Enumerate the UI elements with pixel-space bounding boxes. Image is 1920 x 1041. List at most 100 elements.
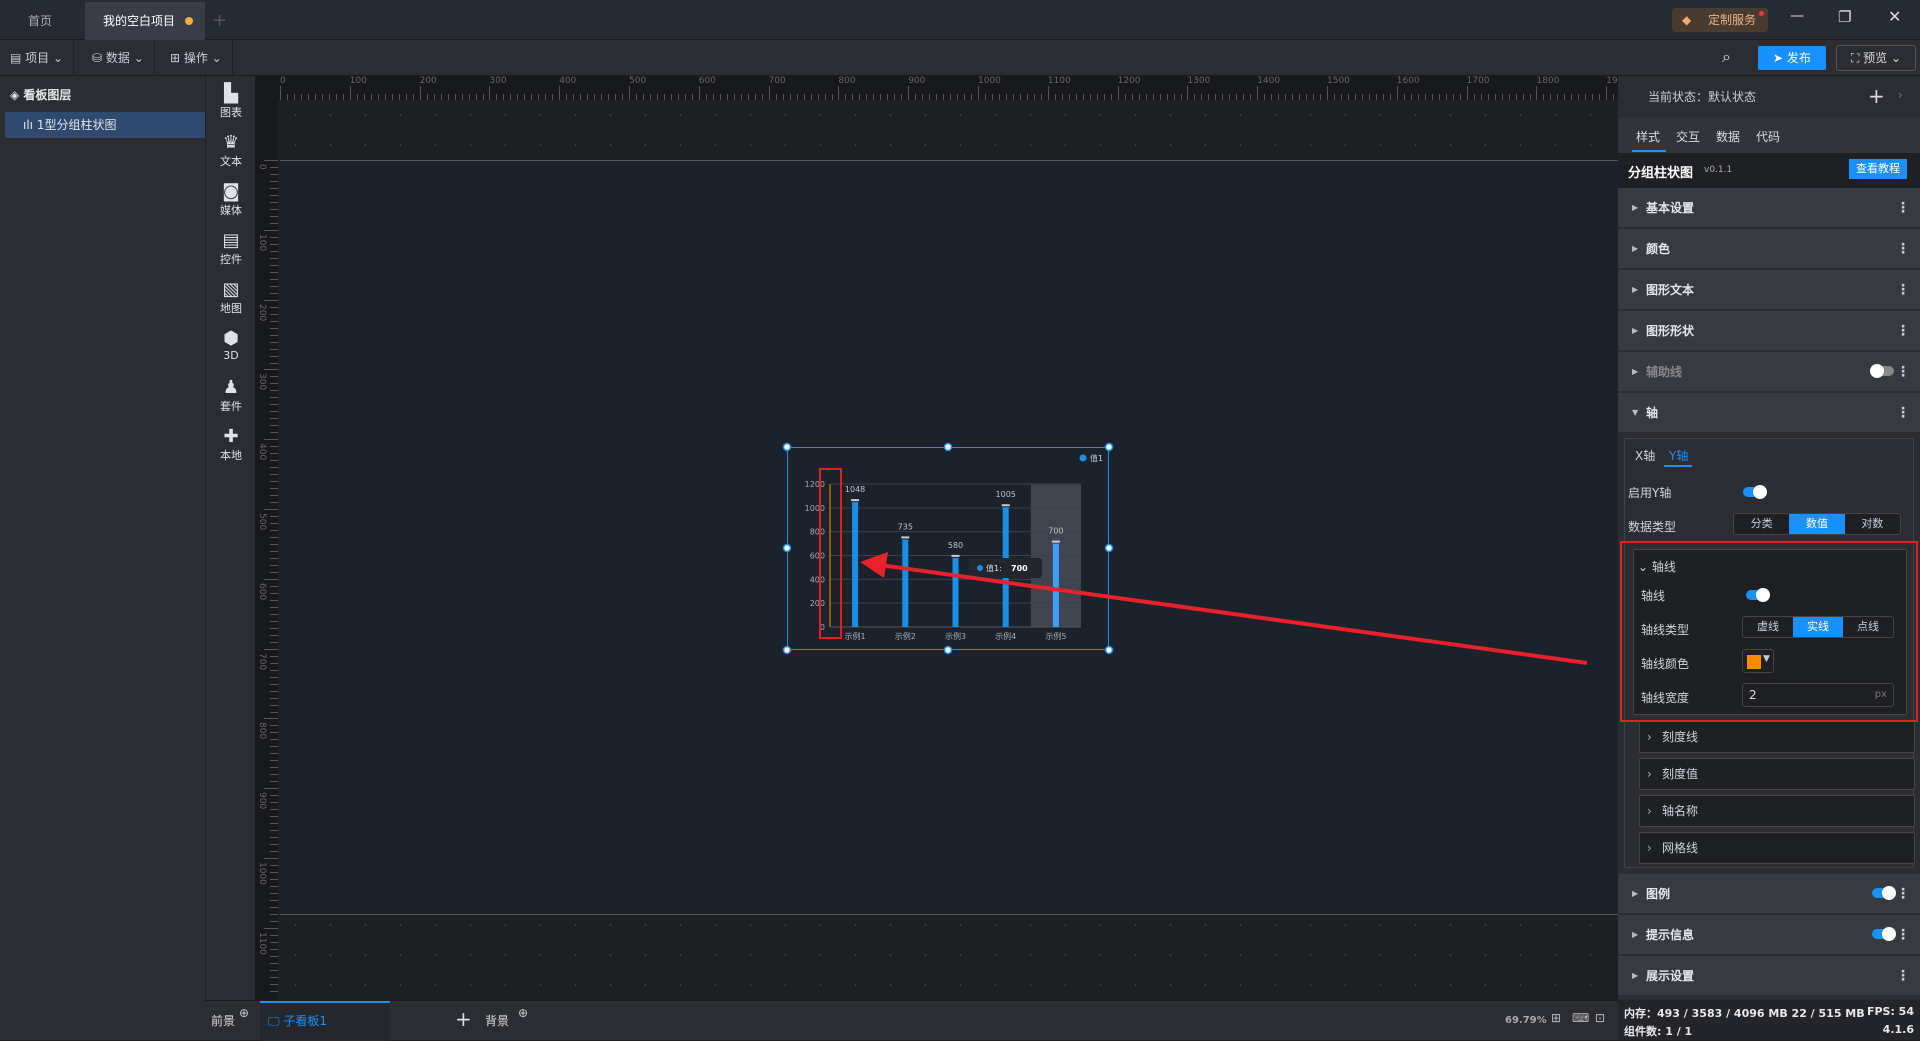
close-icon[interactable]: ✕ — [1888, 7, 1902, 26]
section-toggle[interactable] — [1870, 352, 1894, 392]
bar[interactable] — [952, 557, 959, 627]
canvas[interactable] — [278, 100, 1618, 1000]
axis-line-type-selector[interactable]: 虚线 实线 点线 — [1742, 616, 1894, 638]
axis-line-color-picker[interactable]: ▼ — [1742, 649, 1774, 673]
terminal-icon[interactable]: ⊡ — [1595, 1011, 1606, 1025]
foreground-tab[interactable]: 前景 ⊕ — [205, 1001, 257, 1041]
tab-home[interactable]: 首页 — [28, 14, 53, 28]
ruler-tick — [270, 418, 278, 420]
ruler-tick — [1166, 94, 1168, 100]
more-icon[interactable]: ⋮ — [1896, 323, 1910, 339]
operate-menu[interactable]: ⊞ 操作 ⌄ — [160, 40, 233, 76]
add-board-button[interactable]: + — [455, 1007, 472, 1031]
component-shirt[interactable]: ♟ 套件 — [206, 378, 256, 414]
component-camera[interactable]: ◙ 媒体 — [206, 182, 256, 218]
ruler-label: 1400 — [1257, 76, 1281, 86]
component-puzzle[interactable]: ✚ 本地 — [206, 427, 256, 463]
chevron-right-icon[interactable]: › — [1898, 88, 1903, 102]
tutorial-button[interactable]: 查看教程 — [1849, 159, 1907, 179]
component-map[interactable]: ▧ 地图 — [206, 280, 256, 316]
axis-line-width-input[interactable]: 2 px — [1742, 683, 1894, 707]
tab-style[interactable]: 样式 — [1636, 130, 1661, 144]
section-5[interactable]: ▼ 轴 ⋮ — [1618, 393, 1920, 433]
section-1[interactable]: ▶ 提示信息 ⋮ — [1618, 915, 1920, 955]
search-icon[interactable]: ⌕ — [1722, 47, 1731, 66]
resize-handle[interactable] — [1104, 442, 1114, 452]
tab-code[interactable]: 代码 — [1756, 130, 1781, 144]
legend-marker[interactable] — [1079, 454, 1087, 462]
new-tab-button[interactable]: + — [212, 10, 228, 31]
minimize-icon[interactable]: — — [1790, 8, 1804, 24]
option-category[interactable]: 分类 — [1750, 517, 1773, 530]
project-menu[interactable]: ▤ 项目 ⌄ — [0, 40, 75, 76]
section-3[interactable]: ▶ 图形形状 ⋮ — [1618, 311, 1920, 351]
tab-y-axis[interactable]: Y轴 — [1669, 449, 1689, 463]
add-foreground-icon[interactable]: ⊕ — [239, 1006, 250, 1020]
enable-y-axis-toggle[interactable] — [1743, 485, 1767, 500]
resize-handle[interactable] — [782, 442, 792, 452]
section-0[interactable]: ▶ 基本设置 ⋮ — [1618, 188, 1920, 228]
more-icon[interactable]: ⋮ — [1896, 364, 1910, 380]
axis-line-group-title[interactable]: ⌄ 轴线 — [1638, 560, 1676, 574]
restore-icon[interactable]: ❐ — [1838, 8, 1852, 26]
resize-handle[interactable] — [782, 543, 792, 553]
add-state-button[interactable]: + — [1868, 84, 1885, 108]
data-type-selector[interactable]: 分类 数值 对数 — [1733, 513, 1901, 535]
custom-service-button[interactable]: ◆ 定制服务 — [1672, 8, 1768, 32]
component-bar-chart[interactable]: ▙ 图表 — [206, 84, 256, 120]
option-log[interactable]: 对数 — [1861, 517, 1884, 530]
option-dotted[interactable]: 点线 — [1857, 620, 1879, 633]
more-icon[interactable]: ⋮ — [1896, 886, 1910, 902]
section-2[interactable]: ▶ 图形文本 ⋮ — [1618, 270, 1920, 310]
bar[interactable] — [852, 502, 859, 627]
option-solid[interactable]: 实线 — [1793, 617, 1843, 637]
board-tab[interactable]: 🖵 子看板1 — [260, 1001, 390, 1041]
subsection[interactable]: › 网格线 — [1639, 832, 1915, 864]
component-list[interactable]: ▤ 控件 — [206, 231, 256, 267]
board[interactable] — [280, 160, 1618, 915]
background-tab[interactable]: 背景 ⊕ — [485, 1001, 528, 1041]
zoom-level[interactable]: 69.79% — [1505, 1015, 1547, 1026]
horizontal-ruler[interactable]: 0 100 200 300 400 500 600 700 800 900 1000 1100 1200… — [255, 76, 1671, 100]
bar[interactable] — [902, 539, 909, 627]
tab-x-axis[interactable]: X轴 — [1635, 449, 1656, 463]
component-crown[interactable]: ♛ 文本 — [206, 133, 256, 169]
fit-screen-icon[interactable]: ⊞ — [1551, 1011, 1562, 1025]
resize-handle[interactable] — [1104, 543, 1114, 553]
data-menu[interactable]: ⛁ 数据 ⌄ — [82, 40, 155, 76]
layer-item[interactable]: ılı 1型分组柱状图 — [5, 112, 205, 138]
subsection[interactable]: › 刻度线 — [1639, 721, 1915, 753]
section-1[interactable]: ▶ 颜色 ⋮ — [1618, 229, 1920, 269]
more-icon[interactable]: ⋮ — [1896, 282, 1910, 298]
tab-data[interactable]: 数据 — [1716, 130, 1741, 144]
subsection[interactable]: › 轴名称 — [1639, 795, 1915, 827]
add-background-icon[interactable]: ⊕ — [518, 1006, 529, 1020]
component-cube[interactable]: ⬢ 3D — [206, 329, 256, 363]
publish-button[interactable]: ➤ 发布 — [1758, 46, 1826, 70]
section-2[interactable]: ▶ 展示设置 ⋮ — [1618, 956, 1920, 996]
bar[interactable] — [1052, 543, 1059, 627]
more-icon[interactable]: ⋮ — [1896, 405, 1910, 421]
more-icon[interactable]: ⋮ — [1896, 927, 1910, 943]
more-icon[interactable]: ⋮ — [1896, 200, 1910, 216]
section-0[interactable]: ▶ 图例 ⋮ — [1618, 874, 1920, 914]
vertical-ruler[interactable]: 0 100 200 300 400 500 600 700 800 900 1000 1100 — [255, 100, 278, 1000]
tab-interaction[interactable]: 交互 — [1676, 130, 1701, 144]
resize-handle[interactable] — [943, 442, 953, 452]
keyboard-icon[interactable]: ⌨ — [1572, 1011, 1590, 1025]
resize-handle[interactable] — [1104, 645, 1114, 655]
more-icon[interactable]: ⋮ — [1896, 968, 1910, 984]
axis-line-toggle[interactable] — [1746, 588, 1770, 603]
resize-handle[interactable] — [782, 645, 792, 655]
option-dashed[interactable]: 虚线 — [1757, 620, 1779, 633]
resize-handle[interactable] — [943, 645, 953, 655]
section-toggle[interactable] — [1872, 874, 1896, 914]
preview-button[interactable]: ⛶ 预览 ⌄ — [1836, 45, 1916, 71]
option-value[interactable]: 数值 — [1789, 514, 1845, 534]
legend-label[interactable]: 值1 — [1090, 453, 1103, 463]
tab-project[interactable]: 我的空白项目 — [85, 2, 206, 40]
section-toggle[interactable] — [1872, 915, 1896, 955]
subsection[interactable]: › 刻度值 — [1639, 758, 1915, 790]
section-4[interactable]: ▶ 辅助线 ⋮ — [1618, 352, 1920, 392]
more-icon[interactable]: ⋮ — [1896, 241, 1910, 257]
